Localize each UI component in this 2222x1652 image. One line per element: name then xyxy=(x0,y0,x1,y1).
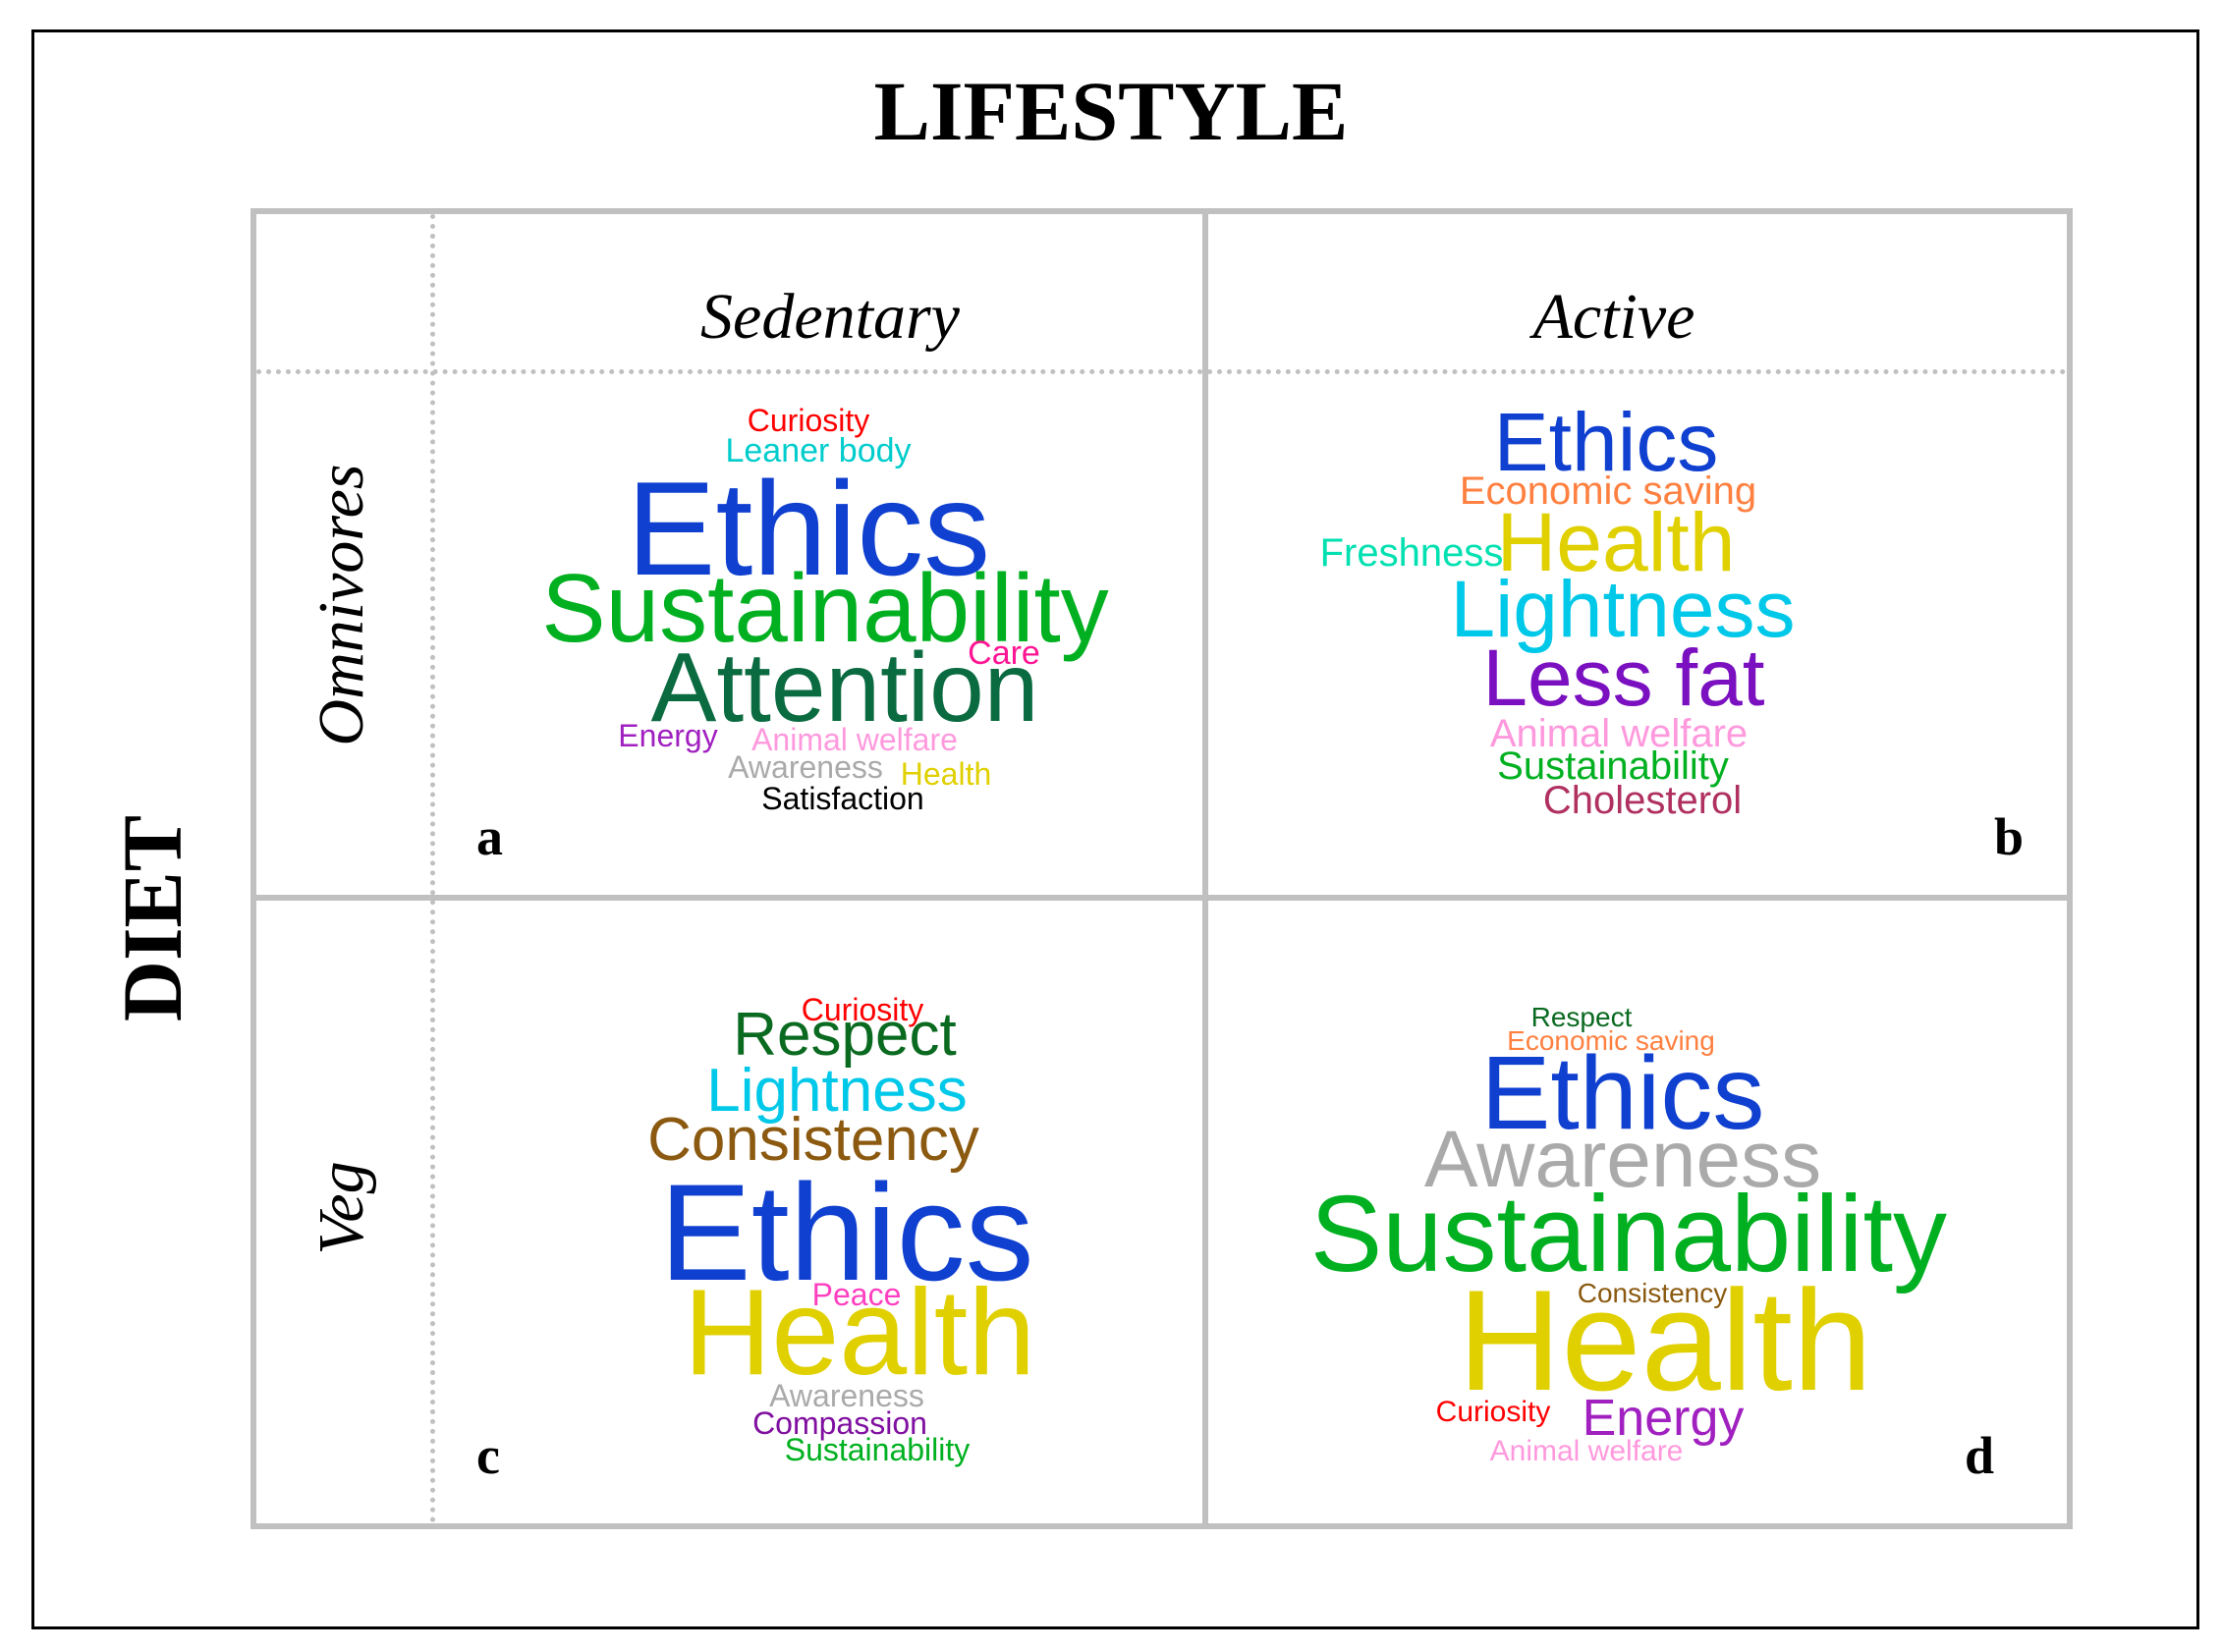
word-consistency: Consistency xyxy=(647,1106,979,1174)
word-health: Health xyxy=(900,756,992,792)
header-column-divider xyxy=(430,214,435,1523)
word-satisfaction: Satisfaction xyxy=(761,781,924,816)
word-curiosity: Curiosity xyxy=(747,403,870,438)
word-animal-welfare: Animal welfare xyxy=(751,722,958,757)
word-ethics: Ethics xyxy=(1493,396,1719,488)
word-care: Care xyxy=(968,634,1040,672)
word-awareness: Awareness xyxy=(728,749,883,785)
word-respect: Respect xyxy=(733,1001,957,1069)
word-health: Health xyxy=(683,1265,1036,1401)
word-cholesterol: Cholesterol xyxy=(1542,779,1743,822)
word-ethics: Ethics xyxy=(626,454,991,603)
figure-frame xyxy=(31,29,2199,1629)
word-animal-welfare: Animal welfare xyxy=(1489,1435,1684,1467)
word-sustainability: Sustainability xyxy=(1309,1174,1948,1294)
column-header-active: Active xyxy=(1532,281,1695,353)
word-ethics: Ethics xyxy=(1480,1035,1765,1151)
center-horizontal-divider xyxy=(256,895,2067,901)
panel-label-b: b xyxy=(1994,807,2025,866)
word-sustainability: Sustainability xyxy=(541,554,1109,662)
column-header-sedentary: Sedentary xyxy=(700,281,960,353)
word-energy: Energy xyxy=(618,718,718,753)
word-health: Health xyxy=(1496,496,1736,588)
word-sustainability: Sustainability xyxy=(784,1432,971,1467)
panel-label-a: a xyxy=(476,807,503,866)
word-economic-saving: Economic saving xyxy=(1459,469,1757,513)
word-energy: Energy xyxy=(1582,1390,1745,1447)
diet-axis-label: DIET xyxy=(105,814,199,1022)
center-vertical-divider xyxy=(1202,214,1208,1523)
matrix-table xyxy=(250,208,2073,1529)
word-lightness: Lightness xyxy=(1450,565,1796,654)
word-peace: Peace xyxy=(811,1277,902,1312)
row-header-veg: Veg xyxy=(306,1161,377,1255)
word-health: Health xyxy=(1457,1260,1873,1420)
word-ethics: Ethics xyxy=(659,1155,1034,1309)
word-less-fat: Less fat xyxy=(1482,633,1765,723)
word-sustainability: Sustainability xyxy=(1497,744,1729,788)
word-lightness: Lightness xyxy=(706,1057,968,1125)
word-consistency: Consistency xyxy=(1577,1278,1728,1308)
word-compassion: Compassion xyxy=(752,1405,927,1441)
header-row-divider xyxy=(256,369,2067,374)
panel-label-d: d xyxy=(1965,1426,1995,1485)
word-freshness: Freshness xyxy=(1319,531,1504,575)
word-awareness: Awareness xyxy=(1423,1115,1822,1204)
word-curiosity: Curiosity xyxy=(801,992,924,1027)
figure-title: LIFESTYLE xyxy=(873,64,1349,158)
panel-label-c: c xyxy=(476,1426,500,1485)
word-respect: Respect xyxy=(1530,1002,1633,1032)
row-header-omnivores: Omnivores xyxy=(306,464,377,746)
word-leaner-body: Leaner body xyxy=(725,432,912,469)
word-awareness: Awareness xyxy=(769,1378,924,1413)
word-animal-welfare: Animal welfare xyxy=(1489,712,1749,755)
word-economic-saving: Economic saving xyxy=(1507,1025,1715,1056)
word-attention: Attention xyxy=(650,633,1039,743)
word-curiosity: Curiosity xyxy=(1435,1396,1551,1428)
